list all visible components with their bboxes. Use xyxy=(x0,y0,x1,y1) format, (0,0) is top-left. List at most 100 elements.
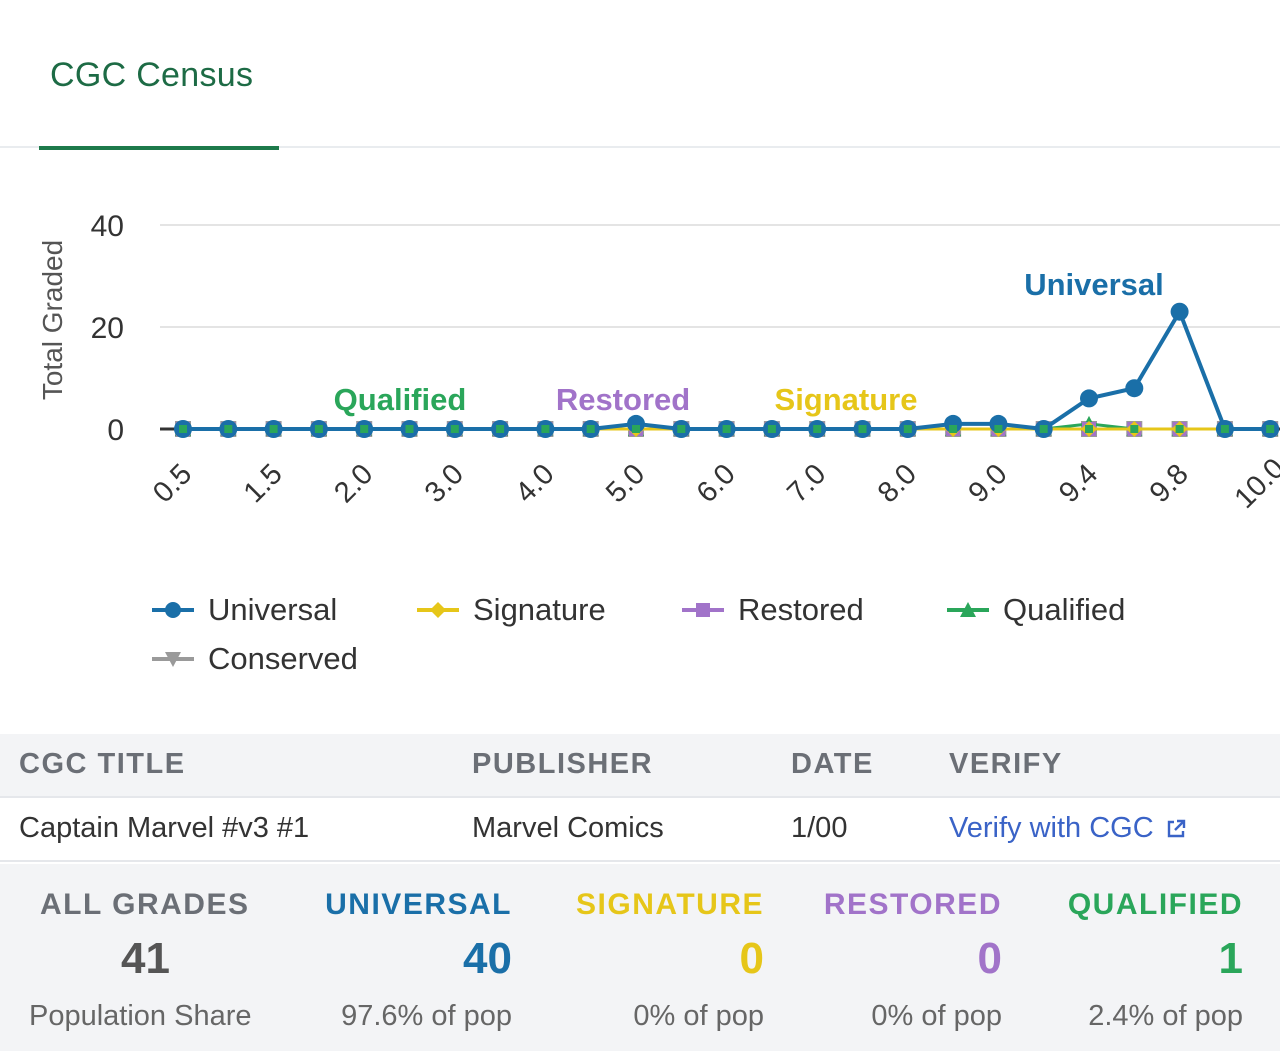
data-point-overlay xyxy=(541,425,550,433)
stat-universal-value: 40 xyxy=(463,934,512,983)
series-annotation-qualified: Qualified xyxy=(334,382,467,417)
census-info-table: CGC TITLE PUBLISHER DATE VERIFY Captain … xyxy=(0,734,1280,862)
data-point-overlay xyxy=(314,425,323,433)
data-point-overlay xyxy=(224,425,233,433)
stat-all-grades-label: ALL GRADES xyxy=(40,888,250,921)
x-tick-label: 1.5 xyxy=(238,458,289,509)
data-point-overlay xyxy=(949,425,958,433)
stat-all-grades: ALL GRADES 41 Population Share xyxy=(0,864,290,1051)
data-point-overlay xyxy=(1220,425,1229,433)
tab-cgc-census[interactable]: CGC Census xyxy=(39,52,279,150)
verify-with-cgc-link[interactable]: Verify with CGC xyxy=(949,812,1188,845)
series-annotation-signature: Signature xyxy=(775,382,918,417)
x-tick-label: 9.8 xyxy=(1144,458,1195,509)
stat-restored-sub: 0% of pop xyxy=(871,1000,1002,1032)
data-point-overlay xyxy=(1266,425,1275,433)
square-marker-icon xyxy=(682,603,724,617)
legend-item-universal[interactable]: Universal xyxy=(152,590,337,630)
stat-qualified-label: QUALIFIED xyxy=(1067,888,1243,921)
data-point-overlay xyxy=(994,425,1003,433)
stat-signature-label: SIGNATURE xyxy=(576,888,764,921)
census-chart: Total Graded 0 20 40 0.5 1.5 2.0 3.0 4.0 5.0 6.0 7.… xyxy=(0,150,1280,710)
x-tick-label: 9.0 xyxy=(962,458,1013,509)
census-chart-svg: Total Graded 0 20 40 0.5 1.5 2.0 3.0 4.0 5.0 6.0 7.… xyxy=(37,210,1280,515)
data-point-overlay xyxy=(858,425,867,433)
header-date: DATE xyxy=(791,748,874,780)
data-point-overlay xyxy=(813,425,822,433)
stat-qualified-value: 1 xyxy=(1218,934,1243,983)
x-tick-label: 8.0 xyxy=(872,458,923,509)
x-tick-label: 9.4 xyxy=(1053,458,1104,509)
cell-title: Captain Marvel #v3 #1 xyxy=(19,812,310,844)
stat-qualified-sub: 2.4% of pop xyxy=(1088,1000,1243,1032)
data-point-overlay xyxy=(269,425,278,433)
data-point-overlay xyxy=(677,425,686,433)
verify-link-label: Verify with CGC xyxy=(949,812,1154,844)
stat-restored: RESTORED 0 0% of pop xyxy=(770,864,1010,1051)
data-point-overlay xyxy=(496,425,505,433)
table-row: Captain Marvel #v3 #1 Marvel Comics 1/00… xyxy=(0,798,1280,862)
data-point-universal xyxy=(1080,389,1098,408)
data-point-overlay xyxy=(179,425,187,433)
external-link-icon xyxy=(1167,820,1185,838)
series-annotation-restored: Restored xyxy=(556,382,690,417)
data-point-overlay xyxy=(405,425,414,433)
y-tick-label: 40 xyxy=(91,210,124,243)
stat-all-grades-sub: Population Share xyxy=(29,1000,252,1032)
y-tick-label: 0 xyxy=(107,414,124,447)
active-tab-indicator xyxy=(39,146,279,150)
data-point-overlay xyxy=(1085,425,1093,433)
x-tick-label: 7.0 xyxy=(781,458,832,509)
circle-marker-icon xyxy=(152,602,194,618)
stat-signature-value: 0 xyxy=(739,934,764,983)
data-point-universal xyxy=(989,414,1008,433)
legend-item-conserved[interactable]: Conserved xyxy=(152,639,358,679)
y-tick-label: 20 xyxy=(91,312,124,345)
triangle-marker-icon xyxy=(947,602,989,617)
stat-restored-label: RESTORED xyxy=(823,888,1002,921)
data-point-overlay xyxy=(903,425,912,433)
x-tick-label: 0.5 xyxy=(147,458,198,509)
stat-universal-sub: 97.6% of pop xyxy=(341,1000,512,1032)
legend-label-conserved: Conserved xyxy=(208,641,358,676)
data-point-overlay xyxy=(586,425,595,433)
data-point-universal xyxy=(944,414,963,433)
chart-legend: Universal Signature Restored Qualified C… xyxy=(152,588,1252,688)
diamond-marker-icon xyxy=(417,602,459,618)
population-stats: ALL GRADES 41 Population Share UNIVERSAL… xyxy=(0,864,1280,1051)
tab-cgc-census-label: CGC Census xyxy=(50,56,254,94)
stat-universal-label: UNIVERSAL xyxy=(325,888,512,921)
stat-signature: SIGNATURE 0 0% of pop xyxy=(520,864,770,1051)
data-point-overlay xyxy=(1130,425,1139,433)
data-point-universal xyxy=(627,414,645,433)
x-tick-label: 2.0 xyxy=(328,458,379,509)
legend-label-signature: Signature xyxy=(473,592,606,627)
stat-qualified: QUALIFIED 1 2.4% of pop xyxy=(1010,864,1250,1051)
x-tick-label: 6.0 xyxy=(691,458,742,509)
table-header-row: CGC TITLE PUBLISHER DATE VERIFY xyxy=(0,734,1280,798)
x-tick-label: 5.0 xyxy=(600,458,651,509)
stat-universal: UNIVERSAL 40 97.6% of pop xyxy=(290,864,520,1051)
data-point-overlay xyxy=(632,425,640,433)
data-point-universal xyxy=(1125,379,1144,398)
legend-item-restored[interactable]: Restored xyxy=(682,590,864,630)
legend-label-qualified: Qualified xyxy=(1003,592,1126,627)
cell-publisher: Marvel Comics xyxy=(472,812,664,844)
stat-signature-sub: 0% of pop xyxy=(633,1000,764,1032)
x-tick-label: 10.0 xyxy=(1229,452,1280,515)
header-publisher: PUBLISHER xyxy=(472,748,654,780)
y-axis-title: Total Graded xyxy=(37,240,68,400)
data-point-overlay xyxy=(1175,425,1184,433)
legend-item-signature[interactable]: Signature xyxy=(417,590,606,630)
tab-bar: CGC Census xyxy=(0,0,1280,150)
stat-restored-value: 0 xyxy=(977,934,1002,983)
cell-date: 1/00 xyxy=(791,812,848,844)
triangle-down-marker-icon xyxy=(152,652,194,667)
x-tick-label: 3.0 xyxy=(419,458,470,509)
header-verify: VERIFY xyxy=(949,748,1063,780)
legend-item-qualified[interactable]: Qualified xyxy=(947,590,1125,630)
legend-label-restored: Restored xyxy=(738,592,864,627)
data-point-overlay xyxy=(450,425,459,433)
header-cgc-title: CGC TITLE xyxy=(19,748,186,780)
x-tick-label: 4.0 xyxy=(509,458,560,509)
